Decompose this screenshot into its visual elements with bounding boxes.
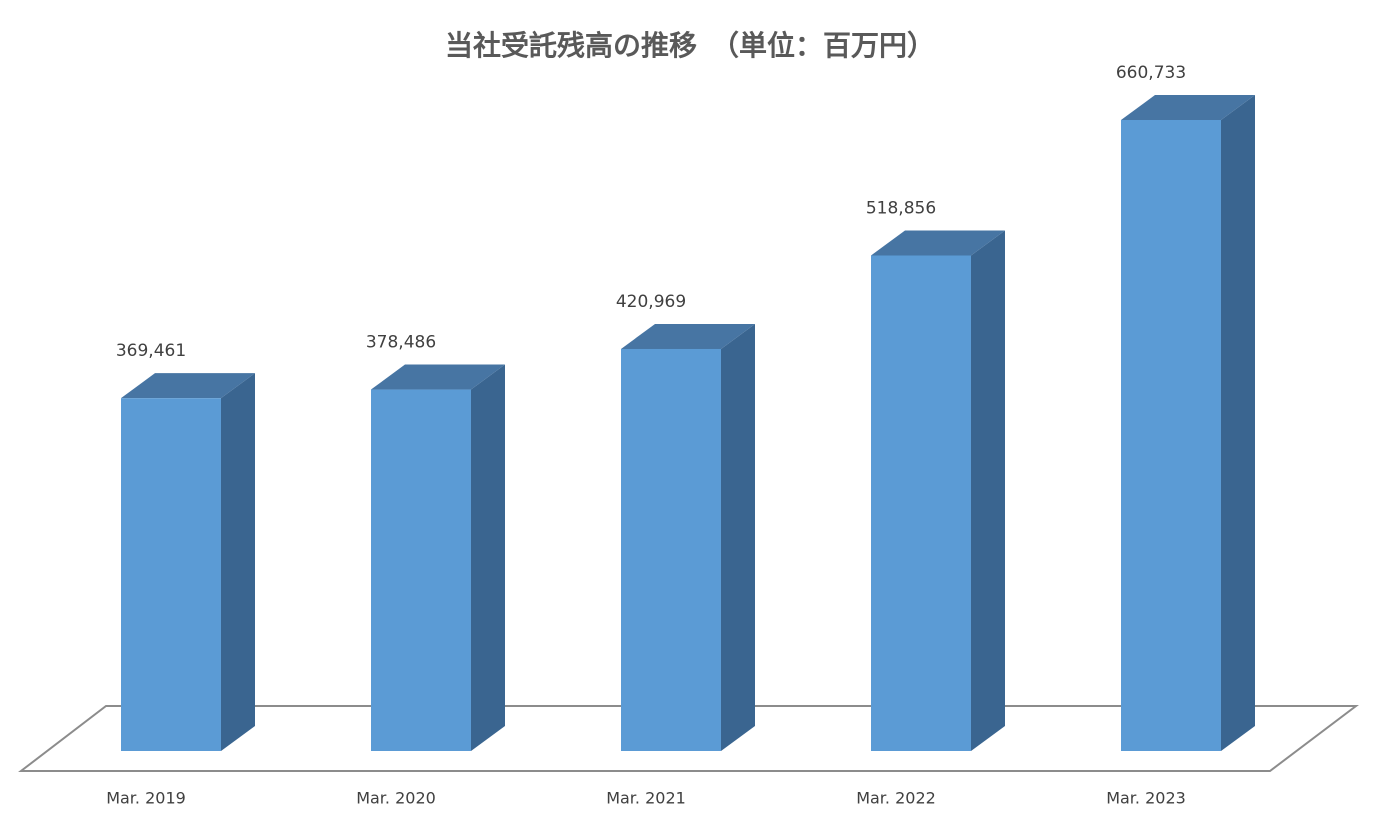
bar-top [1121, 95, 1255, 120]
chart-title: 当社受託残高の推移 （単位：百万円） [445, 29, 935, 62]
x-tick-label: Mar. 2023 [1106, 789, 1186, 808]
bar-side [721, 323, 755, 751]
bar [121, 398, 221, 751]
bar-side [221, 373, 255, 751]
bar-top [621, 323, 755, 349]
floor [18, 705, 1359, 772]
bar-side [971, 230, 1005, 751]
value-label: 660,733 [1116, 63, 1186, 83]
bar-top [871, 230, 1005, 256]
x-tick-label: Mar. 2022 [856, 789, 936, 808]
bar [621, 348, 721, 751]
bar-side [1221, 95, 1255, 751]
bar [1121, 120, 1221, 751]
value-label: 378,486 [366, 333, 436, 353]
value-label: 420,969 [616, 292, 686, 312]
x-tick-label: Mar. 2021 [606, 789, 686, 808]
value-label: 369,461 [116, 341, 186, 361]
bar-top [121, 373, 255, 399]
value-label: 518,856 [866, 198, 936, 218]
x-tick-label: Mar. 2020 [356, 789, 436, 808]
bar-top [371, 364, 505, 390]
x-tick-label: Mar. 2019 [106, 789, 186, 808]
bar [371, 389, 471, 751]
bar [871, 255, 971, 751]
bar-side [471, 364, 505, 751]
